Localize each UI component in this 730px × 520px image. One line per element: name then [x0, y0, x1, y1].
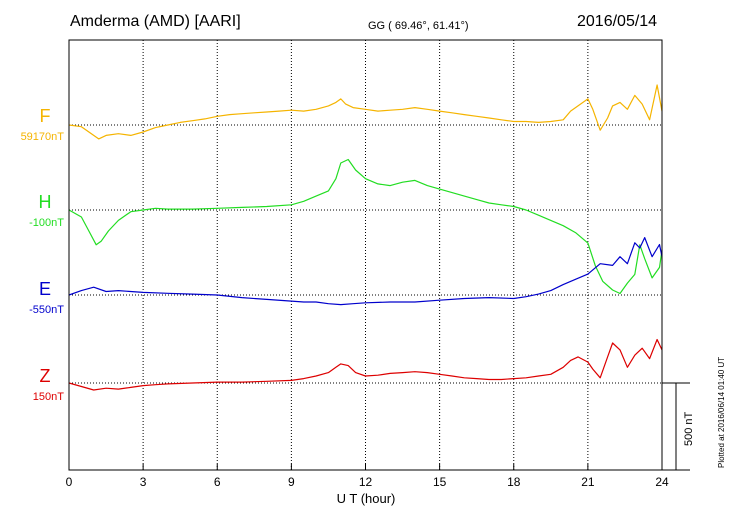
station-title: Amderma (AMD) [AARI]	[70, 13, 241, 30]
series-line-Z	[68, 338, 663, 391]
series-labels: F 59170nT H -100nT E -550nT Z 150nT	[21, 106, 65, 403]
series-line-F	[68, 84, 663, 140]
x-tick-label-18: 18	[507, 475, 521, 489]
x-tick-label-12: 12	[359, 475, 373, 489]
series-name-E: E	[39, 279, 51, 299]
x-tick-label-24: 24	[655, 475, 669, 489]
plotted-timestamp: Plotted at 2016/06/14 01:40 UT	[717, 357, 726, 468]
coordinates-label: GG ( 69.46°, 61.41°)	[368, 20, 469, 32]
series-name-Z: Z	[40, 366, 51, 386]
x-tick-label-3: 3	[140, 475, 147, 489]
plot-frame	[68, 39, 663, 471]
x-tick-label-0: 0	[66, 475, 73, 489]
plot-area	[68, 84, 663, 391]
series-baseline-label-F: 59170nT	[21, 131, 65, 143]
x-tick-label-9: 9	[288, 475, 295, 489]
series-line-E	[68, 237, 663, 306]
x-axis-ticks: 0 3 6 9 12 15 18 21 24	[66, 464, 669, 489]
grid-lines	[69, 40, 662, 470]
scale-bar-label: 500 nT	[683, 411, 695, 446]
series-baseline-label-Z: 150nT	[33, 391, 64, 403]
series-name-H: H	[39, 192, 52, 212]
series-name-F: F	[40, 106, 51, 126]
x-axis-label: U T (hour)	[337, 491, 396, 506]
series-baseline-label-E: -550nT	[29, 304, 64, 316]
x-tick-label-6: 6	[214, 475, 221, 489]
scale-bar	[662, 382, 690, 471]
series-baseline-label-H: -100nT	[29, 217, 64, 229]
x-tick-label-15: 15	[433, 475, 447, 489]
x-tick-label-21: 21	[581, 475, 595, 489]
date-label: 2016/05/14	[577, 13, 657, 30]
series-line-H	[68, 158, 663, 295]
